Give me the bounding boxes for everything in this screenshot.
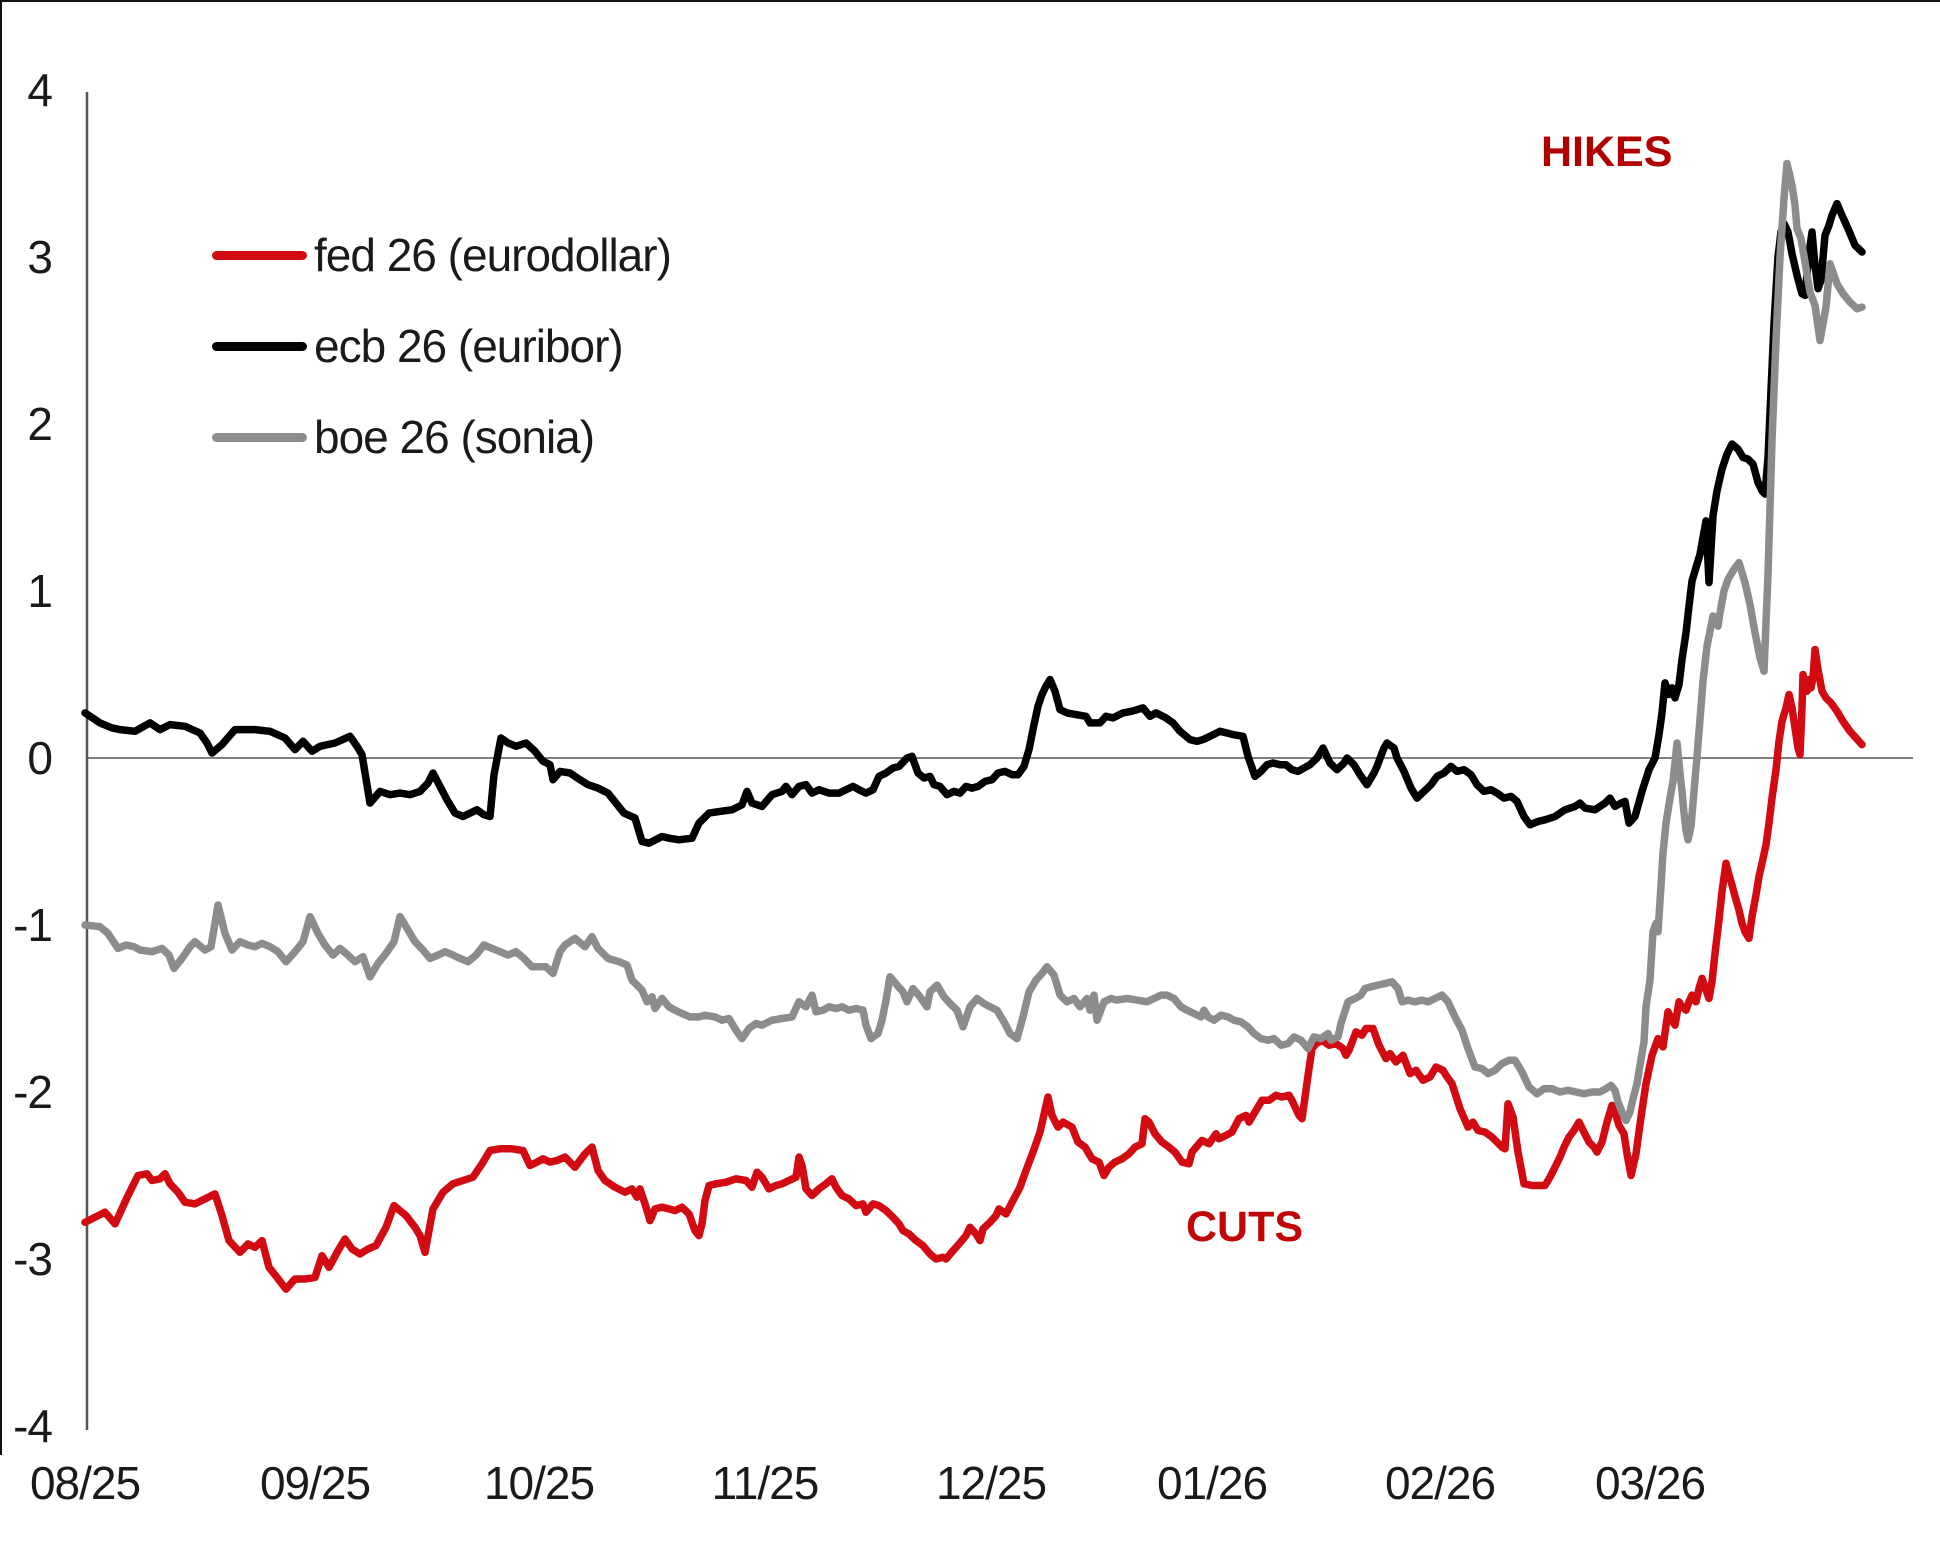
cuts-annotation: CUTS: [1186, 1203, 1304, 1251]
x-tick-label: 09/25: [259, 1457, 371, 1509]
y-tick-label: -2: [13, 1066, 53, 1118]
ecb-line-swatch: [212, 341, 307, 351]
y-tick-label: -3: [13, 1233, 53, 1285]
y-tick-label: -1: [13, 899, 53, 951]
legend-label-ecb: ecb 26 (euribor): [314, 320, 624, 372]
y-tick-label: 0: [27, 732, 53, 784]
y-tick-label: 4: [27, 64, 53, 116]
legend-item-boe: boe 26 (sonia): [212, 411, 595, 463]
x-tick-label: 10/25: [483, 1457, 595, 1509]
x-tick-label: 03/26: [1594, 1457, 1706, 1509]
x-tick-label: 11/25: [711, 1457, 820, 1509]
fed-line-swatch: [212, 250, 307, 260]
y-tick-label: -4: [13, 1400, 53, 1452]
series-line-boe: [81, 159, 1866, 1125]
series-line-fed: [81, 645, 1866, 1293]
x-tick-label: 12/25: [935, 1457, 1047, 1509]
x-tick-label: 08/25: [29, 1457, 141, 1509]
legend-item-ecb: ecb 26 (euribor): [212, 320, 624, 372]
boe-line-swatch: [212, 432, 307, 442]
y-tick-label: 3: [27, 231, 53, 283]
x-tick-label: 02/26: [1384, 1457, 1496, 1509]
frame-border-left: [0, 0, 2, 1455]
legend-label-boe: boe 26 (sonia): [314, 411, 595, 463]
series-line-ecb: [81, 199, 1866, 847]
frame-border-top: [0, 0, 1940, 2]
y-tick-label: 1: [27, 565, 53, 617]
hikes-annotation: HIKES: [1541, 128, 1673, 176]
legend-label-fed: fed 26 (eurodollar): [314, 229, 672, 281]
legend-item-fed: fed 26 (eurodollar): [212, 229, 672, 281]
x-tick-label: 01/26: [1156, 1457, 1268, 1509]
y-tick-label: 2: [27, 398, 53, 450]
